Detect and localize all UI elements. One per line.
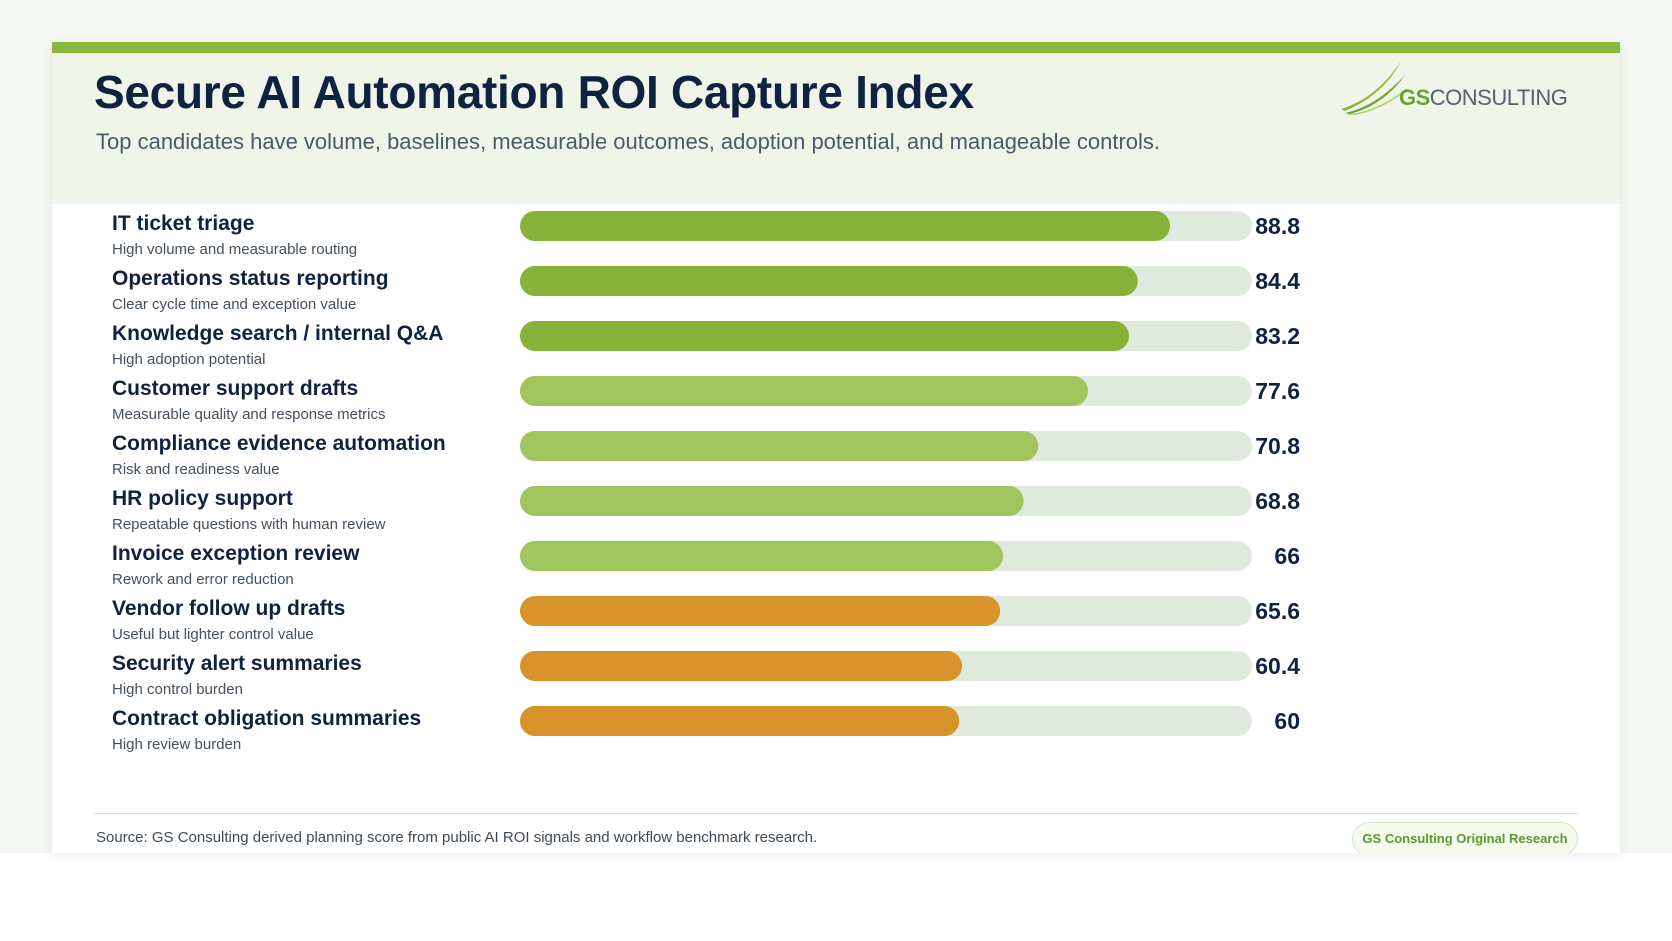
page-subtitle: Top candidates have volume, baselines, m… [96,129,1161,154]
category-label: HR policy support [112,487,293,510]
category-label: Security alert summaries [112,652,362,675]
value-label: 77.6 [1255,378,1300,404]
category-label: Vendor follow up drafts [112,597,345,620]
page-title: Secure AI Automation ROI Capture Index [94,66,974,118]
category-label: Operations status reporting [112,267,389,290]
bar [520,321,1130,351]
bar [520,706,960,736]
footer-divider [94,813,1578,814]
bar [520,211,1171,241]
category-description: High volume and measurable routing [112,241,357,258]
value-label: 68.8 [1255,488,1300,514]
category-description: Useful but lighter control value [112,626,314,643]
category-description: High control burden [112,681,243,698]
bar [520,651,963,681]
swoosh-logo-icon [1341,61,1408,115]
category-description: Rework and error reduction [112,571,294,588]
value-label: 65.6 [1255,598,1300,624]
value-label: 70.8 [1255,433,1300,459]
bar [520,596,1001,626]
bar [520,376,1089,406]
category-description: Measurable quality and response metrics [112,406,385,423]
bar [520,541,1004,571]
bar [520,266,1138,296]
category-label: Knowledge search / internal Q&A [112,322,443,345]
value-label: 60.4 [1255,653,1300,679]
value-label: 60 [1274,708,1300,734]
source-note: Source: GS Consulting derived planning s… [96,829,818,846]
bar [520,431,1039,461]
value-label: 84.4 [1255,268,1300,294]
logo-consulting-text: CONSULTING [1429,85,1568,110]
bar-chart: IT ticket triage High volume and measurab… [112,211,1300,753]
chart-card: Secure AI Automation ROI Capture Index T… [52,42,1620,853]
bar [520,486,1024,516]
category-description: Clear cycle time and exception value [112,296,356,313]
header-band: Secure AI Automation ROI Capture Index T… [52,53,1620,204]
category-label: Compliance evidence automation [112,432,446,455]
category-description: High adoption potential [112,351,265,368]
category-label: Customer support drafts [112,377,358,400]
gs-consulting-logo: GSCONSULTING [1339,59,1579,115]
category-description: Repeatable questions with human review [112,516,386,533]
research-badge: GS Consulting Original Research [1352,822,1578,853]
value-label: 83.2 [1255,323,1300,349]
category-label: Contract obligation summaries [112,707,421,730]
logo-wordmark: GSCONSULTING [1399,85,1568,111]
category-label: IT ticket triage [112,212,254,235]
value-label: 66 [1274,543,1300,569]
accent-stripe [52,42,1620,53]
value-label: 88.8 [1255,213,1300,239]
category-label: Invoice exception review [112,542,360,565]
category-description: Risk and readiness value [112,461,280,478]
category-description: High review burden [112,736,241,753]
logo-gs-text: GS [1399,85,1430,110]
